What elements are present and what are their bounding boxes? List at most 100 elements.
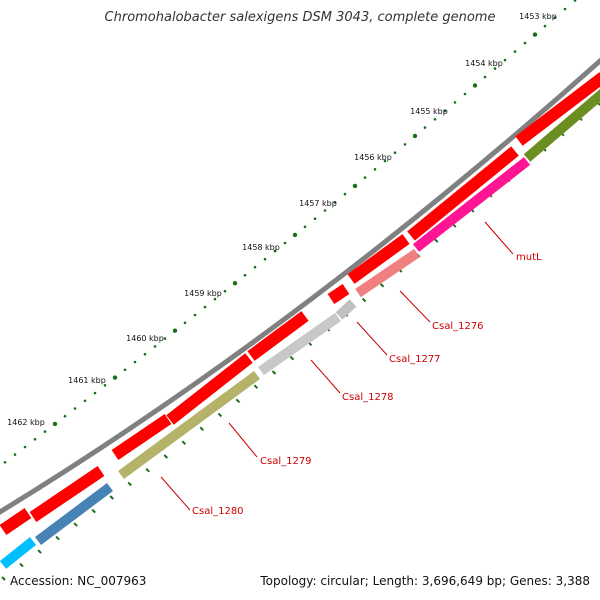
scale-tick — [483, 75, 487, 79]
inner-tick — [199, 426, 205, 432]
scale-tick — [223, 289, 227, 293]
scale-tick — [352, 183, 358, 189]
scale-tick — [193, 313, 197, 317]
scale-tick — [403, 143, 407, 146]
inner-tick — [361, 297, 367, 303]
cds-outer — [327, 284, 350, 304]
scale-tick — [493, 67, 497, 70]
kbp-label: 1458 kbp — [242, 243, 280, 252]
scale-tick — [292, 232, 298, 238]
scale-tick — [83, 399, 87, 403]
gene-Csal_1280 — [35, 483, 113, 545]
scale-tick — [543, 24, 547, 28]
kbp-label: 1461 kbp — [68, 376, 106, 385]
scale-tick — [573, 0, 577, 2]
scale-tick — [333, 201, 337, 204]
gene-label: mutL — [516, 252, 542, 263]
scale-tick — [283, 241, 287, 245]
scale-tick — [73, 407, 77, 410]
cds-outer — [515, 72, 600, 146]
scale-tick — [513, 50, 517, 53]
gene-olive — [523, 89, 600, 162]
scale-tick — [263, 257, 267, 261]
scale-tick — [472, 83, 478, 88]
scale-tick — [153, 345, 157, 348]
inner-tick — [127, 481, 132, 487]
scale-tick — [63, 414, 67, 418]
scale-tick — [103, 384, 107, 387]
scale-tick — [133, 360, 137, 364]
cds-outer — [347, 234, 410, 284]
leader-line — [484, 221, 514, 255]
inner-tick — [235, 398, 241, 404]
cds-outer — [29, 466, 105, 522]
leader-line — [399, 290, 431, 323]
gene-features — [0, 72, 600, 569]
inner-tick — [253, 384, 259, 389]
inner-tick — [289, 355, 295, 361]
cds-outer — [0, 508, 32, 535]
scale-tick — [313, 217, 317, 220]
gene-labels: mutL Csal_1276 Csal_1277 Csal_1278 Csal_1279… — [160, 221, 542, 517]
backbone-line — [0, 57, 600, 515]
gene-Csal_1276 — [355, 248, 420, 298]
scale-tick — [553, 16, 557, 19]
gene-label: Csal_1280 — [192, 506, 244, 517]
inner-tick — [181, 440, 187, 445]
inner-tick — [109, 495, 114, 500]
scale-tick — [93, 391, 97, 395]
scale-tick — [343, 192, 347, 196]
scale-tick — [253, 265, 257, 269]
genome-backbone — [0, 57, 600, 515]
inner-tick — [55, 535, 60, 541]
leader-line — [228, 422, 258, 458]
inner-tick — [19, 562, 24, 568]
kbp-label: 1462 kbp — [7, 418, 45, 427]
scale-tick — [232, 281, 238, 286]
scale-tick — [463, 92, 467, 96]
leader-line — [356, 321, 388, 356]
scale-tick — [303, 225, 307, 229]
scale-tick — [412, 133, 418, 139]
scale-tick — [273, 249, 277, 253]
inner-tick — [217, 412, 223, 418]
scale-tick — [163, 337, 167, 340]
gene-Csal_1278 — [258, 312, 341, 376]
scale-tick — [3, 461, 7, 464]
gene-label: Csal_1279 — [260, 456, 312, 467]
scale-tick — [503, 58, 507, 62]
kbp-label: 1453 kbp — [519, 12, 557, 21]
scale-tick — [363, 176, 367, 179]
gene-mutL — [412, 157, 531, 252]
scale-tick — [243, 273, 247, 277]
scale-tick — [143, 352, 147, 356]
cds-outer — [407, 146, 519, 241]
scale-tick — [433, 118, 437, 121]
gene-cyan — [0, 537, 37, 569]
scale-tick — [443, 109, 447, 113]
gene-label: Csal_1276 — [432, 321, 484, 332]
scale-tick — [453, 101, 457, 104]
inner-tick — [73, 522, 78, 527]
kbp-label: 1459 kbp — [184, 289, 222, 298]
inner-tick — [379, 283, 385, 288]
scale-tick — [373, 168, 377, 171]
scale-tick — [112, 375, 118, 380]
scale-tick — [183, 321, 187, 325]
gene-label: Csal_1278 — [342, 392, 394, 403]
scale-tick — [393, 151, 397, 154]
kbp-label: 1455 kbp — [410, 107, 448, 116]
scale-tick — [203, 305, 207, 309]
genome-summary: Topology: circular; Length: 3,696,649 bp… — [260, 574, 590, 588]
leader-line — [160, 476, 191, 511]
cds-outer — [247, 311, 309, 361]
kbp-label: 1457 kbp — [299, 199, 337, 208]
scale-tick — [383, 159, 387, 163]
gene-Csal_1279 — [118, 370, 260, 480]
map-title: Chromohalobacter salexigens DSM 3043, co… — [104, 10, 496, 25]
inner-tick — [145, 467, 150, 473]
scale-tick — [43, 430, 47, 433]
footer: Accession: NC_007963 Topology: circular;… — [0, 574, 600, 592]
cds-outer — [166, 353, 253, 425]
